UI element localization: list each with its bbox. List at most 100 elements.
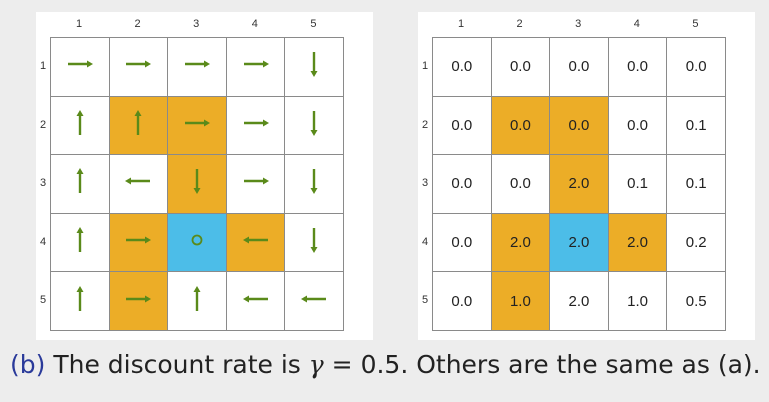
arrow-down-icon: [294, 103, 334, 148]
state-value: 0.0: [451, 175, 473, 193]
policy-row-label: 3: [39, 177, 47, 190]
policy-cell: [109, 272, 169, 331]
value-cell: 0.0: [433, 155, 492, 214]
arrow-right-icon: [118, 279, 158, 324]
policy-panel: 1 2 3 4 5 1 2 3 4 5: [36, 12, 373, 340]
arrow-left-icon: [118, 161, 158, 206]
state-value: 0.1: [685, 116, 707, 134]
policy-row-label: 1: [39, 60, 47, 72]
policy-cell: [285, 272, 344, 331]
stay-circle-icon: [177, 220, 217, 265]
policy-cell: [51, 96, 110, 156]
arrow-up-icon: [118, 103, 158, 148]
policy-cell: [226, 272, 286, 331]
policy-row-label: 5: [39, 294, 47, 307]
state-value: 0.0: [568, 116, 590, 134]
state-value: 2.0: [568, 175, 590, 193]
caption-gamma-symbol: γ: [308, 350, 324, 379]
value-row-label: 5: [421, 294, 429, 307]
policy-cell: [285, 38, 344, 97]
policy-cell: [168, 213, 227, 273]
policy-cell: [226, 155, 286, 214]
arrow-right-icon: [236, 103, 276, 148]
policy-row-label: 2: [39, 118, 47, 131]
arrow-up-icon: [60, 279, 100, 324]
value-cell: 0.1: [667, 155, 726, 214]
policy-cell: [226, 38, 286, 97]
state-value: 0.0: [509, 58, 531, 76]
state-value: 0.0: [627, 116, 648, 134]
policy-cell: [51, 155, 110, 214]
value-cell: 0.0: [433, 213, 492, 273]
policy-cell: [109, 213, 169, 273]
policy-cell: [168, 38, 227, 97]
policy-cell: [51, 38, 110, 97]
value-cell: 2.0: [608, 213, 668, 273]
policy-column-label: 3: [193, 18, 200, 30]
value-cell: 0.1: [667, 96, 726, 156]
arrow-down-icon: [177, 161, 217, 206]
state-value: 0.1: [627, 175, 648, 193]
state-value: 0.0: [509, 116, 531, 134]
state-value: 0.0: [685, 58, 707, 76]
value-cell: 0.0: [608, 96, 668, 156]
figure-caption: (b) The discount rate is γ = 0.5. Others…: [10, 350, 765, 379]
arrow-down-icon: [294, 220, 334, 265]
arrow-right-icon: [60, 44, 100, 89]
caption-label: (b): [10, 350, 46, 379]
state-value: 0.5: [685, 292, 707, 310]
policy-column-label: 1: [75, 18, 83, 30]
value-cell: 1.0: [491, 272, 551, 331]
state-value: 0.0: [451, 292, 473, 310]
value-column-label: 3: [575, 18, 582, 30]
caption-equals: =: [323, 350, 361, 379]
state-value: 0.0: [451, 58, 473, 76]
state-value: 0.0: [451, 234, 473, 252]
policy-cell: [226, 213, 286, 273]
arrow-right-icon: [236, 161, 276, 206]
value-cell: 0.0: [491, 96, 551, 156]
arrow-right-icon: [177, 103, 217, 148]
arrow-up-icon: [60, 161, 100, 206]
state-value: 0.1: [685, 175, 707, 193]
value-cell: 0.0: [433, 96, 492, 156]
policy-cell: [109, 96, 169, 156]
caption-text-after: . Others are the same as (a).: [400, 350, 761, 379]
policy-cell: [285, 213, 344, 273]
policy-row-label: 4: [39, 235, 47, 248]
value-cell: 0.0: [667, 38, 726, 97]
state-value: 2.0: [627, 234, 648, 252]
policy-cell: [168, 155, 227, 214]
value-cell: 2.0: [550, 213, 609, 273]
value-cell: 0.0: [491, 38, 551, 97]
arrow-right-icon: [118, 220, 158, 265]
caption-text-before: The discount rate is: [53, 350, 309, 379]
arrow-up-icon: [60, 103, 100, 148]
arrow-right-icon: [118, 44, 158, 89]
state-value: 0.0: [627, 58, 648, 76]
caption-gamma-value: 0.5: [360, 350, 401, 379]
state-value: 1.0: [627, 292, 648, 310]
arrow-down-icon: [294, 44, 334, 89]
value-cell: 0.1: [608, 155, 668, 214]
policy-column-label: 4: [251, 18, 258, 30]
value-cell: 0.0: [433, 272, 492, 331]
value-cell: 1.0: [608, 272, 668, 331]
state-value: 0.0: [509, 175, 531, 193]
arrow-left-icon: [236, 220, 276, 265]
value-row-label: 1: [421, 60, 429, 72]
policy-column-label: 5: [310, 18, 317, 30]
policy-cell: [109, 155, 169, 214]
value-column-label: 4: [633, 18, 640, 30]
arrow-left-icon: [236, 279, 276, 324]
value-cell: 0.0: [491, 155, 551, 214]
value-grid: 0.0 0.0 0.0 0.0 0.0 0.0 0.0 0.0 0.0 0.1 0.0 0.0 2.0 0…: [432, 37, 726, 331]
state-value: 1.0: [509, 292, 531, 310]
value-cell: 0.5: [667, 272, 726, 331]
state-value: 2.0: [509, 234, 531, 252]
policy-cell: [51, 213, 110, 273]
value-cell: 2.0: [550, 155, 609, 214]
arrow-down-icon: [294, 161, 334, 206]
value-cell: 0.2: [667, 213, 726, 273]
